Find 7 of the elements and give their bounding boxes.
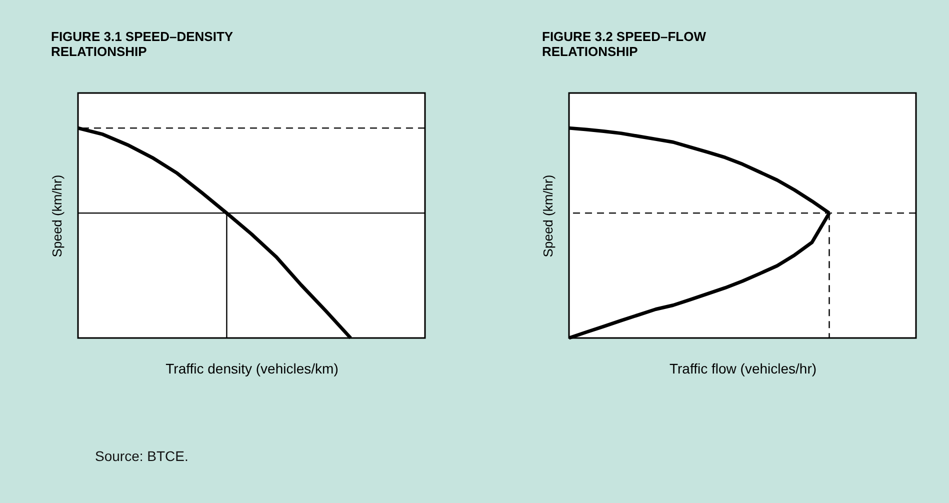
chart-title: FIGURE 3.2 SPEED–FLOW RELATIONSHIP (542, 29, 707, 59)
chart-title: FIGURE 3.1 SPEED–DENSITY RELATIONSHIP (51, 29, 234, 59)
y-axis-title: Speed (km/hr) (540, 174, 556, 258)
y-axis-title: Speed (km/hr) (50, 174, 64, 258)
x-axis-title: Traffic flow (vehicles/hr) (669, 360, 817, 376)
source-note: Source: BTCE. (95, 448, 188, 464)
x-axis-title: Traffic density (vehicles/km) (166, 360, 338, 376)
